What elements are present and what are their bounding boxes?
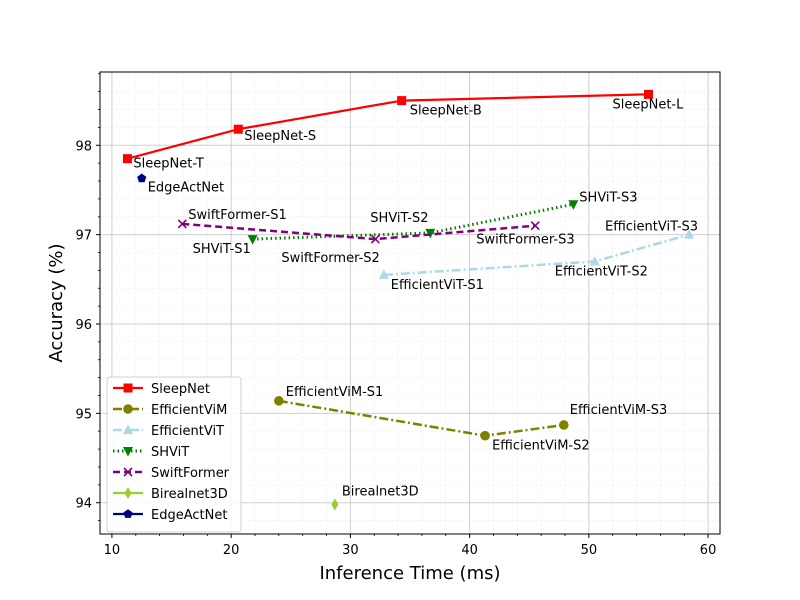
- point-label: EfficientViT-S1: [391, 278, 484, 293]
- legend-swatch-marker: [123, 383, 133, 393]
- x-axis-ticks: 10 20 30 40 50 60: [104, 534, 717, 558]
- y-tick-label: 96: [75, 318, 92, 333]
- series-efficientvit: [378, 229, 694, 279]
- plot-frame: [99, 71, 721, 535]
- x-tick-label: 40: [461, 543, 478, 558]
- swiftformer-point: [177, 219, 187, 229]
- point-label: EfficientViT-S3: [605, 220, 698, 235]
- legend-swatch-marker: [123, 447, 133, 457]
- sleepnet-line: [127, 93, 649, 160]
- legend-item-efficientvim: EfficientViM: [113, 403, 227, 418]
- point-label: SHViT-S2: [370, 211, 428, 226]
- efficientvit-point: [684, 229, 694, 239]
- legend-label: SHViT: [151, 445, 189, 460]
- sleepnet-point: [233, 124, 243, 134]
- y-tick-label: 94: [75, 497, 92, 512]
- efficientvit-point: [378, 269, 389, 279]
- y-tick-label: 95: [75, 407, 92, 422]
- legend-swatch-marker: [123, 424, 133, 434]
- legend-swatch-marker: [123, 467, 133, 477]
- legend: SleepNet EfficientViM EfficientViT SHViT Swi…: [106, 376, 242, 533]
- point-label: Birealnet3D: [342, 485, 419, 500]
- legend-label: EdgeActNet: [151, 508, 227, 523]
- shvit-point: [568, 200, 579, 210]
- legend-swatch-marker: [123, 509, 133, 518]
- point-label: SHViT-S3: [579, 190, 637, 205]
- birealnet3d-point: [331, 498, 339, 511]
- legend-item-birealnet3d: Birealnet3D: [113, 487, 228, 502]
- point-label: EfficientViM-S1: [286, 385, 384, 400]
- efficientvim-point: [274, 396, 284, 406]
- shvit-point: [247, 235, 258, 245]
- legend-label: SwiftFormer: [151, 466, 230, 481]
- point-label: EfficientViM-S3: [570, 403, 668, 418]
- point-label: SleepNet-L: [613, 97, 685, 112]
- x-tick-label: 30: [342, 543, 359, 558]
- x-axis-title: Inference Time (ms): [319, 563, 500, 584]
- legend-item-efficientvit: EfficientViT: [113, 424, 224, 439]
- series-sleepnet: [122, 89, 653, 164]
- y-axis-title: Accuracy (%): [46, 243, 67, 362]
- sleepnet-point: [122, 154, 132, 164]
- series-layer: [122, 89, 694, 511]
- point-label: SleepNet-S: [244, 129, 316, 144]
- point-label: SwiftFormer-S1: [188, 208, 286, 223]
- x-tick-label: 50: [581, 543, 598, 558]
- series-birealnet3d: [331, 498, 339, 511]
- legend-item-shvit: SHViT: [113, 445, 189, 460]
- edgeactnet-point: [137, 173, 147, 183]
- series-edgeactnet: [137, 173, 147, 183]
- legend-label: SleepNet: [151, 382, 210, 397]
- swiftformer-point: [370, 234, 380, 244]
- x-tick-label: 60: [700, 543, 717, 558]
- legend-item-swiftformer: SwiftFormer: [113, 466, 230, 481]
- minor-grid: [100, 72, 720, 534]
- legend-swatch-marker: [123, 404, 133, 414]
- legend-label: EfficientViT: [151, 424, 224, 439]
- series-efficientvim: [274, 396, 569, 441]
- sleepnet-point: [397, 96, 407, 106]
- y-tick-label: 98: [75, 139, 92, 154]
- legend-item-sleepnet: SleepNet: [113, 382, 210, 397]
- y-tick-label: 97: [75, 229, 92, 244]
- legend-swatch-marker: [124, 487, 132, 499]
- point-label: SHViT-S1: [193, 242, 251, 257]
- point-label: SwiftFormer-S2: [281, 251, 379, 266]
- point-label: SleepNet-T: [133, 157, 203, 172]
- point-label: EdgeActNet: [148, 180, 224, 195]
- series-swiftformer: [177, 219, 540, 244]
- shvit-line: [252, 202, 574, 241]
- x-tick-label: 10: [104, 543, 121, 558]
- y-axis-ticks: 94 95 96 97 98: [75, 73, 100, 521]
- legend-label: Birealnet3D: [151, 487, 228, 502]
- swiftformer-point: [530, 221, 540, 231]
- point-label: EfficientViT-S2: [555, 264, 648, 279]
- point-label: EfficientViM-S2: [492, 439, 590, 454]
- point-label: SwiftFormer-S3: [476, 233, 574, 248]
- legend-item-edgeactnet: EdgeActNet: [113, 508, 227, 523]
- efficientvim-point: [559, 420, 569, 430]
- point-labels: SleepNet-T SleepNet-S SleepNet-B SleepNet-L…: [133, 97, 698, 499]
- point-label: SleepNet-B: [410, 104, 482, 119]
- efficientvim-point: [480, 430, 490, 441]
- efficientvit-point: [589, 255, 600, 266]
- sleepnet-point: [643, 89, 653, 99]
- legend-label: EfficientViM: [151, 403, 227, 418]
- x-tick-label: 20: [223, 543, 240, 558]
